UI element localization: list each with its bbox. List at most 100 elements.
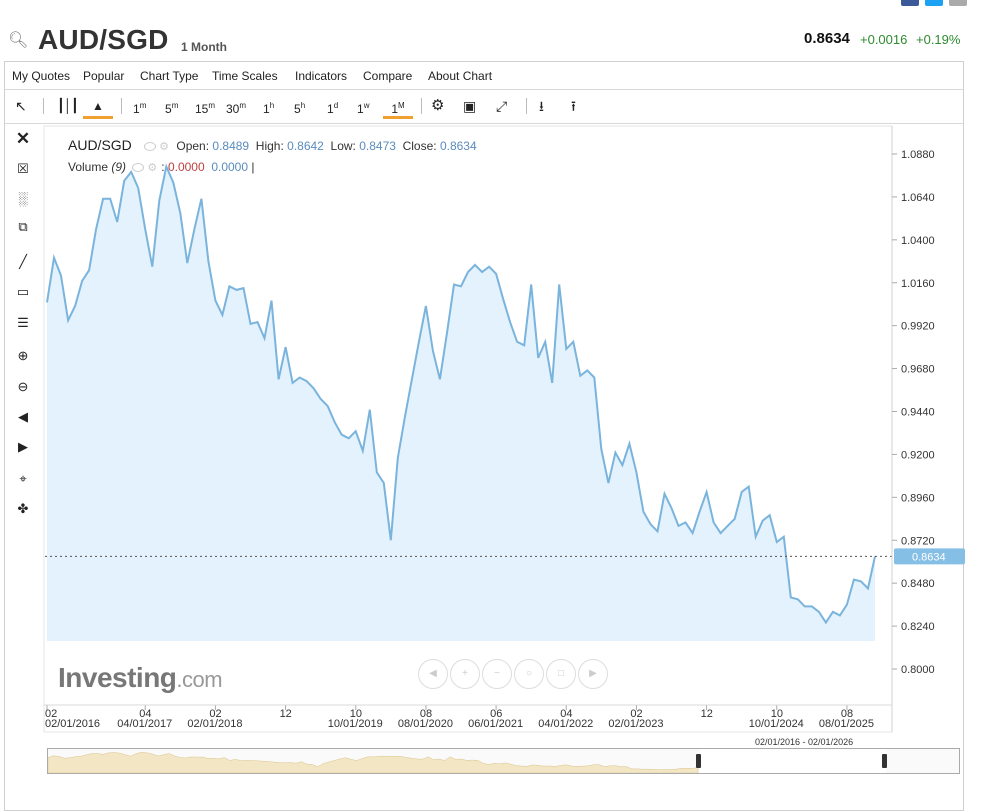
reset-zoom-icon[interactable]: ✤ <box>17 501 29 516</box>
y-tick-label: 0.9920 <box>901 321 935 333</box>
navigator-mini-chart <box>47 749 887 774</box>
y-axis-ticks: 1.0880 1.0640 1.0400 1.0160 0.9920 0.9680 0.94… <box>892 149 935 676</box>
nav-zoom-fit-icon[interactable]: □ <box>546 659 576 689</box>
last-price-tag: 0.8634 <box>894 548 965 565</box>
fullscreen-icon[interactable]: ⤢ <box>496 98 508 114</box>
cursor-icon[interactable]: ↖ <box>15 98 27 114</box>
nav-right-icon[interactable]: ▶ <box>578 659 608 689</box>
menu-bar: My Quotes Popular Chart Type Time Scales… <box>5 62 963 90</box>
camera-icon[interactable]: ▣ <box>463 98 477 114</box>
trendline-icon[interactable]: ╱ <box>19 254 27 269</box>
x-tick-label: 08 <box>420 708 432 720</box>
volume-settings-icon[interactable]: ⚙ <box>147 162 158 174</box>
menu-my-quotes[interactable]: My Quotes <box>12 69 71 83</box>
zoom-out-icon[interactable]: ⊖ <box>17 379 29 394</box>
menu-compare[interactable]: Compare <box>363 69 413 83</box>
x-tick-label: 02 <box>209 708 221 720</box>
menu-time-scales[interactable]: Time Scales <box>212 69 278 83</box>
scroll-left-icon[interactable]: ◀ <box>18 409 28 424</box>
y-tick-label: 0.9680 <box>901 364 935 376</box>
timescale-1m[interactable]: 1m <box>133 101 147 116</box>
price-line <box>46 163 876 625</box>
legend-symbol: AUD/SGD <box>68 137 132 153</box>
timescale-5m[interactable]: 5m <box>165 101 179 116</box>
nav-zoom-out-icon[interactable]: − <box>482 659 512 689</box>
fibonacci-icon[interactable]: ☰ <box>17 315 29 330</box>
pattern-icon[interactable]: ░ <box>18 191 28 206</box>
visibility-eye-icon[interactable] <box>144 142 157 152</box>
timescale-30m[interactable]: 30m <box>226 101 247 116</box>
y-tick-label: 1.0640 <box>901 192 935 204</box>
symbol-title: AUD/SGD <box>38 24 169 55</box>
x-date-label: 04/01/2017 <box>117 718 172 730</box>
investing-logo: Investing.com <box>58 662 223 693</box>
timescale-1h[interactable]: 1h <box>263 101 275 116</box>
x-tick-label: 12 <box>701 708 713 720</box>
chart-frame <box>4 61 964 811</box>
x-date-label: 06/01/2021 <box>468 718 523 730</box>
menu-popular[interactable]: Popular <box>83 69 125 83</box>
x-date-label: 02/01/2023 <box>608 718 663 730</box>
period-label: 1 Month <box>181 40 227 54</box>
y-tick-label: 0.8960 <box>901 492 935 504</box>
legend-open-value: 0.8489 <box>212 139 250 153</box>
nav-left-icon[interactable]: ◀ <box>418 659 448 689</box>
volume-value-1: 0.0000 <box>167 160 205 174</box>
legend-settings-icon[interactable]: ⚙ <box>159 141 170 153</box>
y-tick-label: 1.0400 <box>901 235 935 247</box>
price-tag-label: 0.8634 <box>912 551 946 563</box>
timescale-1w[interactable]: 1w <box>357 101 370 116</box>
volume-eye-icon[interactable] <box>132 163 145 173</box>
y-tick-label: 0.9440 <box>901 407 935 419</box>
price-area <box>47 166 875 641</box>
delete-drawings-icon[interactable]: ☒ <box>17 161 29 176</box>
navigator-unselected <box>700 749 886 773</box>
range-navigator[interactable] <box>47 748 960 774</box>
share-icon[interactable] <box>949 0 967 6</box>
legend-low-label: Low: <box>330 139 356 153</box>
menu-indicators[interactable]: Indicators <box>295 69 348 83</box>
settings-gear-icon[interactable]: ⚙ <box>431 97 445 114</box>
timescale-15m[interactable]: 15m <box>195 101 216 116</box>
x-date-label: 02/01/2016 <box>45 718 100 730</box>
download-icon[interactable]: ⭳ <box>539 98 544 114</box>
legend-high-label: High: <box>255 139 284 153</box>
scroll-right-icon[interactable]: ▶ <box>18 439 28 454</box>
search-icon[interactable]: 🔍︎ <box>8 32 29 49</box>
zoom-in-icon[interactable]: ⊕ <box>17 348 29 363</box>
y-tick-label: 1.0160 <box>901 278 935 290</box>
x-tick-label: 06 <box>490 708 502 720</box>
x-tick-label: 02 <box>45 708 57 720</box>
last-price: 0.8634 <box>804 30 850 47</box>
volume-period: (9) <box>111 160 127 174</box>
x-tick-label: 12 <box>280 708 292 720</box>
area-chart-icon[interactable]: ▲ <box>83 96 113 119</box>
nav-zoom-reset-icon[interactable]: ○ <box>514 659 544 689</box>
menu-chart-type[interactable]: Chart Type <box>140 69 199 83</box>
timescale-1M[interactable]: 1M <box>383 96 413 119</box>
x-tick-label: 10 <box>771 708 783 720</box>
volume-legend: Volume (9) ⚙: 0.0000 0.0000 | <box>68 160 255 174</box>
x-tick-label: 08 <box>841 708 853 720</box>
menu-about-chart[interactable]: About Chart <box>428 69 493 83</box>
y-tick-label: 0.8240 <box>901 621 935 633</box>
rectangle-icon[interactable]: ▭ <box>16 284 30 299</box>
upload-icon[interactable]: ⭱ <box>571 98 576 114</box>
x-date-label: 08/01/2020 <box>398 718 453 730</box>
nav-zoom-in-icon[interactable]: + <box>450 659 480 689</box>
chart-toolbar: ↖ ┃│┃ ▲ 1m 5m 15m 30m 1h 5h 1d 1w 1M ⚙ ▣… <box>5 90 963 124</box>
x-date-label: 08/01/2025 <box>819 718 874 730</box>
y-tick-label: 0.8000 <box>901 664 935 676</box>
navigator-range-label: 02/01/2016 - 02/01/2026 <box>755 737 854 747</box>
clone-icon[interactable]: ⧉ <box>18 219 28 234</box>
zoom-fit-icon[interactable]: ⌖ <box>19 471 27 486</box>
facebook-icon[interactable] <box>901 0 919 6</box>
y-tick-label: 0.9200 <box>901 449 935 461</box>
twitter-icon[interactable] <box>925 0 943 6</box>
navigator-handle-right <box>882 754 887 768</box>
candlestick-icon[interactable]: ┃│┃ <box>57 98 79 113</box>
timescale-1d[interactable]: 1d <box>327 101 339 116</box>
timescale-5h[interactable]: 5h <box>294 101 306 116</box>
close-icon[interactable]: ✕ <box>15 129 31 148</box>
